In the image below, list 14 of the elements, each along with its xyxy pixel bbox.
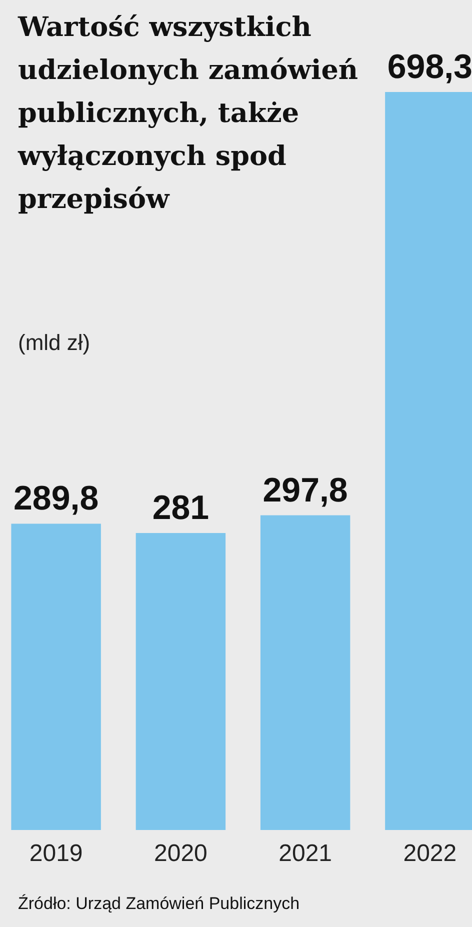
- bar: [11, 524, 101, 830]
- bar: [260, 515, 350, 830]
- x-tick-label: 2022: [403, 840, 457, 868]
- data-label: 297,8: [262, 471, 348, 510]
- x-tick-label: 2021: [278, 840, 332, 868]
- text: Źródło: Urząd Zamówień Publicznych: [18, 894, 300, 913]
- data-label: 698,3: [387, 48, 472, 86]
- x-tick-label: 2019: [29, 840, 83, 868]
- x-tick-label: 2020: [154, 840, 208, 868]
- text: (mld zł): [18, 330, 90, 355]
- data-label: 281: [152, 489, 210, 528]
- chart-title: Wartość wszystkich udzielonych zamówień publicznych, także wyłączonych spod przepisów: [17, 12, 358, 215]
- data-label: 289,8: [14, 480, 99, 518]
- bar: [136, 533, 226, 830]
